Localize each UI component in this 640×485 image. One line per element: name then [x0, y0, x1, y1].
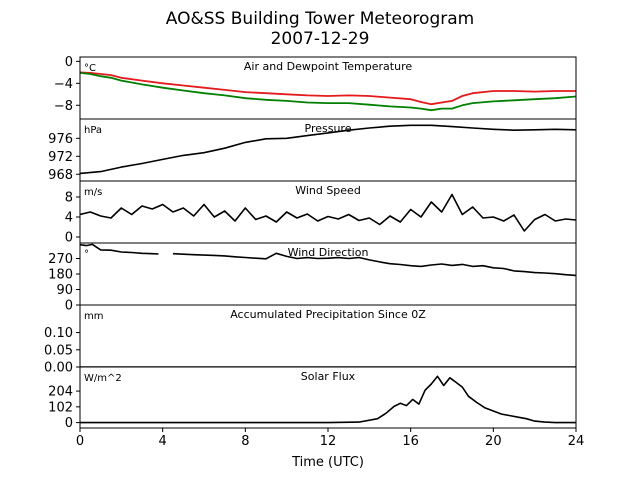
series-line-temperature-1	[80, 72, 576, 112]
series-line-wind_direction-1	[172, 252, 576, 277]
y-tick-label-wind_direction-0: 270	[48, 252, 73, 267]
panel-title-wind_speed: Wind Speed	[295, 184, 361, 197]
panel-title-wind_direction: Wind Direction	[288, 246, 369, 259]
unit-label-pressure: hPa	[84, 125, 102, 136]
panel-temperature: 0 −4 −8 °C Air and Dewpoint Temperature	[54, 55, 577, 120]
panels-layer: 0−4−8°C Air and Dewpoint Temperature97697…	[44, 55, 584, 449]
y-tick-label-pressure-1: 972	[48, 150, 73, 165]
y-tick-label-wind_direction-2: 90	[56, 283, 73, 298]
x-axis-label: Time (UTC)	[291, 455, 364, 470]
panel-wind_speed-lines	[80, 193, 576, 232]
y-tick-label-solar_flux-2: 0	[65, 416, 73, 431]
x-tick-label-2: 8	[241, 434, 249, 449]
y-tick-label-temperature-2: −8	[54, 99, 73, 114]
panel-title-temperature: Air and Dewpoint Temperature	[244, 60, 412, 73]
chart-title-line2: 2007-12-29	[271, 29, 370, 49]
panel-temperature-lines	[80, 71, 576, 112]
panel-title-solar_flux: Solar Flux	[301, 370, 356, 383]
panel-title-precipitation: Accumulated Precipitation Since 0Z	[230, 308, 426, 321]
panel-wind_speed: 8 4 0 m/s Wind Speed	[65, 180, 577, 246]
x-tick-label-4: 16	[402, 434, 419, 449]
unit-label-wind_speed: m/s	[84, 187, 102, 198]
y-tick-label-pressure-2: 968	[48, 168, 73, 183]
y-tick-label-precipitation-2: 0.00	[44, 361, 73, 376]
y-tick-label-solar_flux-1: 102	[48, 400, 73, 415]
y-tick-label-wind_direction-3: 0	[65, 299, 73, 314]
panel-pressure: 976 972 968 hPa Pressure	[48, 118, 577, 183]
chart-title-line1: AO&SS Building Tower Meteorogram	[166, 9, 474, 29]
series-line-wind_direction-0	[80, 243, 159, 255]
y-tick-label-precipitation-1: 0.05	[44, 343, 73, 358]
x-tick-label-5: 20	[485, 434, 502, 449]
unit-label-wind_direction: °	[84, 249, 89, 260]
series-line-temperature-0	[80, 71, 576, 106]
y-tick-label-temperature-1: −4	[54, 77, 73, 92]
y-tick-label-solar_flux-0: 204	[48, 385, 73, 400]
y-tick-label-wind_speed-1: 4	[65, 211, 73, 226]
panel-wind_direction-lines	[80, 243, 576, 277]
series-line-pressure-0	[80, 124, 576, 175]
y-tick-label-temperature-0: 0	[65, 55, 73, 70]
x-tick-label-1: 4	[159, 434, 167, 449]
unit-label-solar_flux: W/m^2	[84, 373, 122, 384]
panel-solar_flux-lines	[80, 375, 576, 424]
panel-pressure-lines	[80, 124, 576, 175]
x-tick-label-6: 24	[568, 434, 585, 449]
y-tick-label-wind_speed-0: 8	[65, 191, 73, 206]
y-tick-label-pressure-0: 976	[48, 132, 73, 147]
unit-label-temperature: °C	[84, 63, 96, 74]
x-tick-label-0: 0	[76, 434, 84, 449]
unit-label-precipitation: mm	[84, 311, 103, 322]
y-tick-label-precipitation-0: 0.10	[44, 326, 73, 341]
series-line-solar_flux-0	[80, 375, 576, 424]
x-tick-label-3: 12	[320, 434, 337, 449]
panel-precipitation: 0.10 0.05 0.00 mm Accumulated Precipitation …	[44, 304, 577, 376]
panel-title-pressure: Pressure	[305, 122, 352, 135]
y-tick-label-wind_direction-1: 180	[48, 268, 73, 283]
series-line-wind_speed-0	[80, 193, 576, 232]
y-tick-label-wind_speed-2: 0	[65, 231, 73, 246]
